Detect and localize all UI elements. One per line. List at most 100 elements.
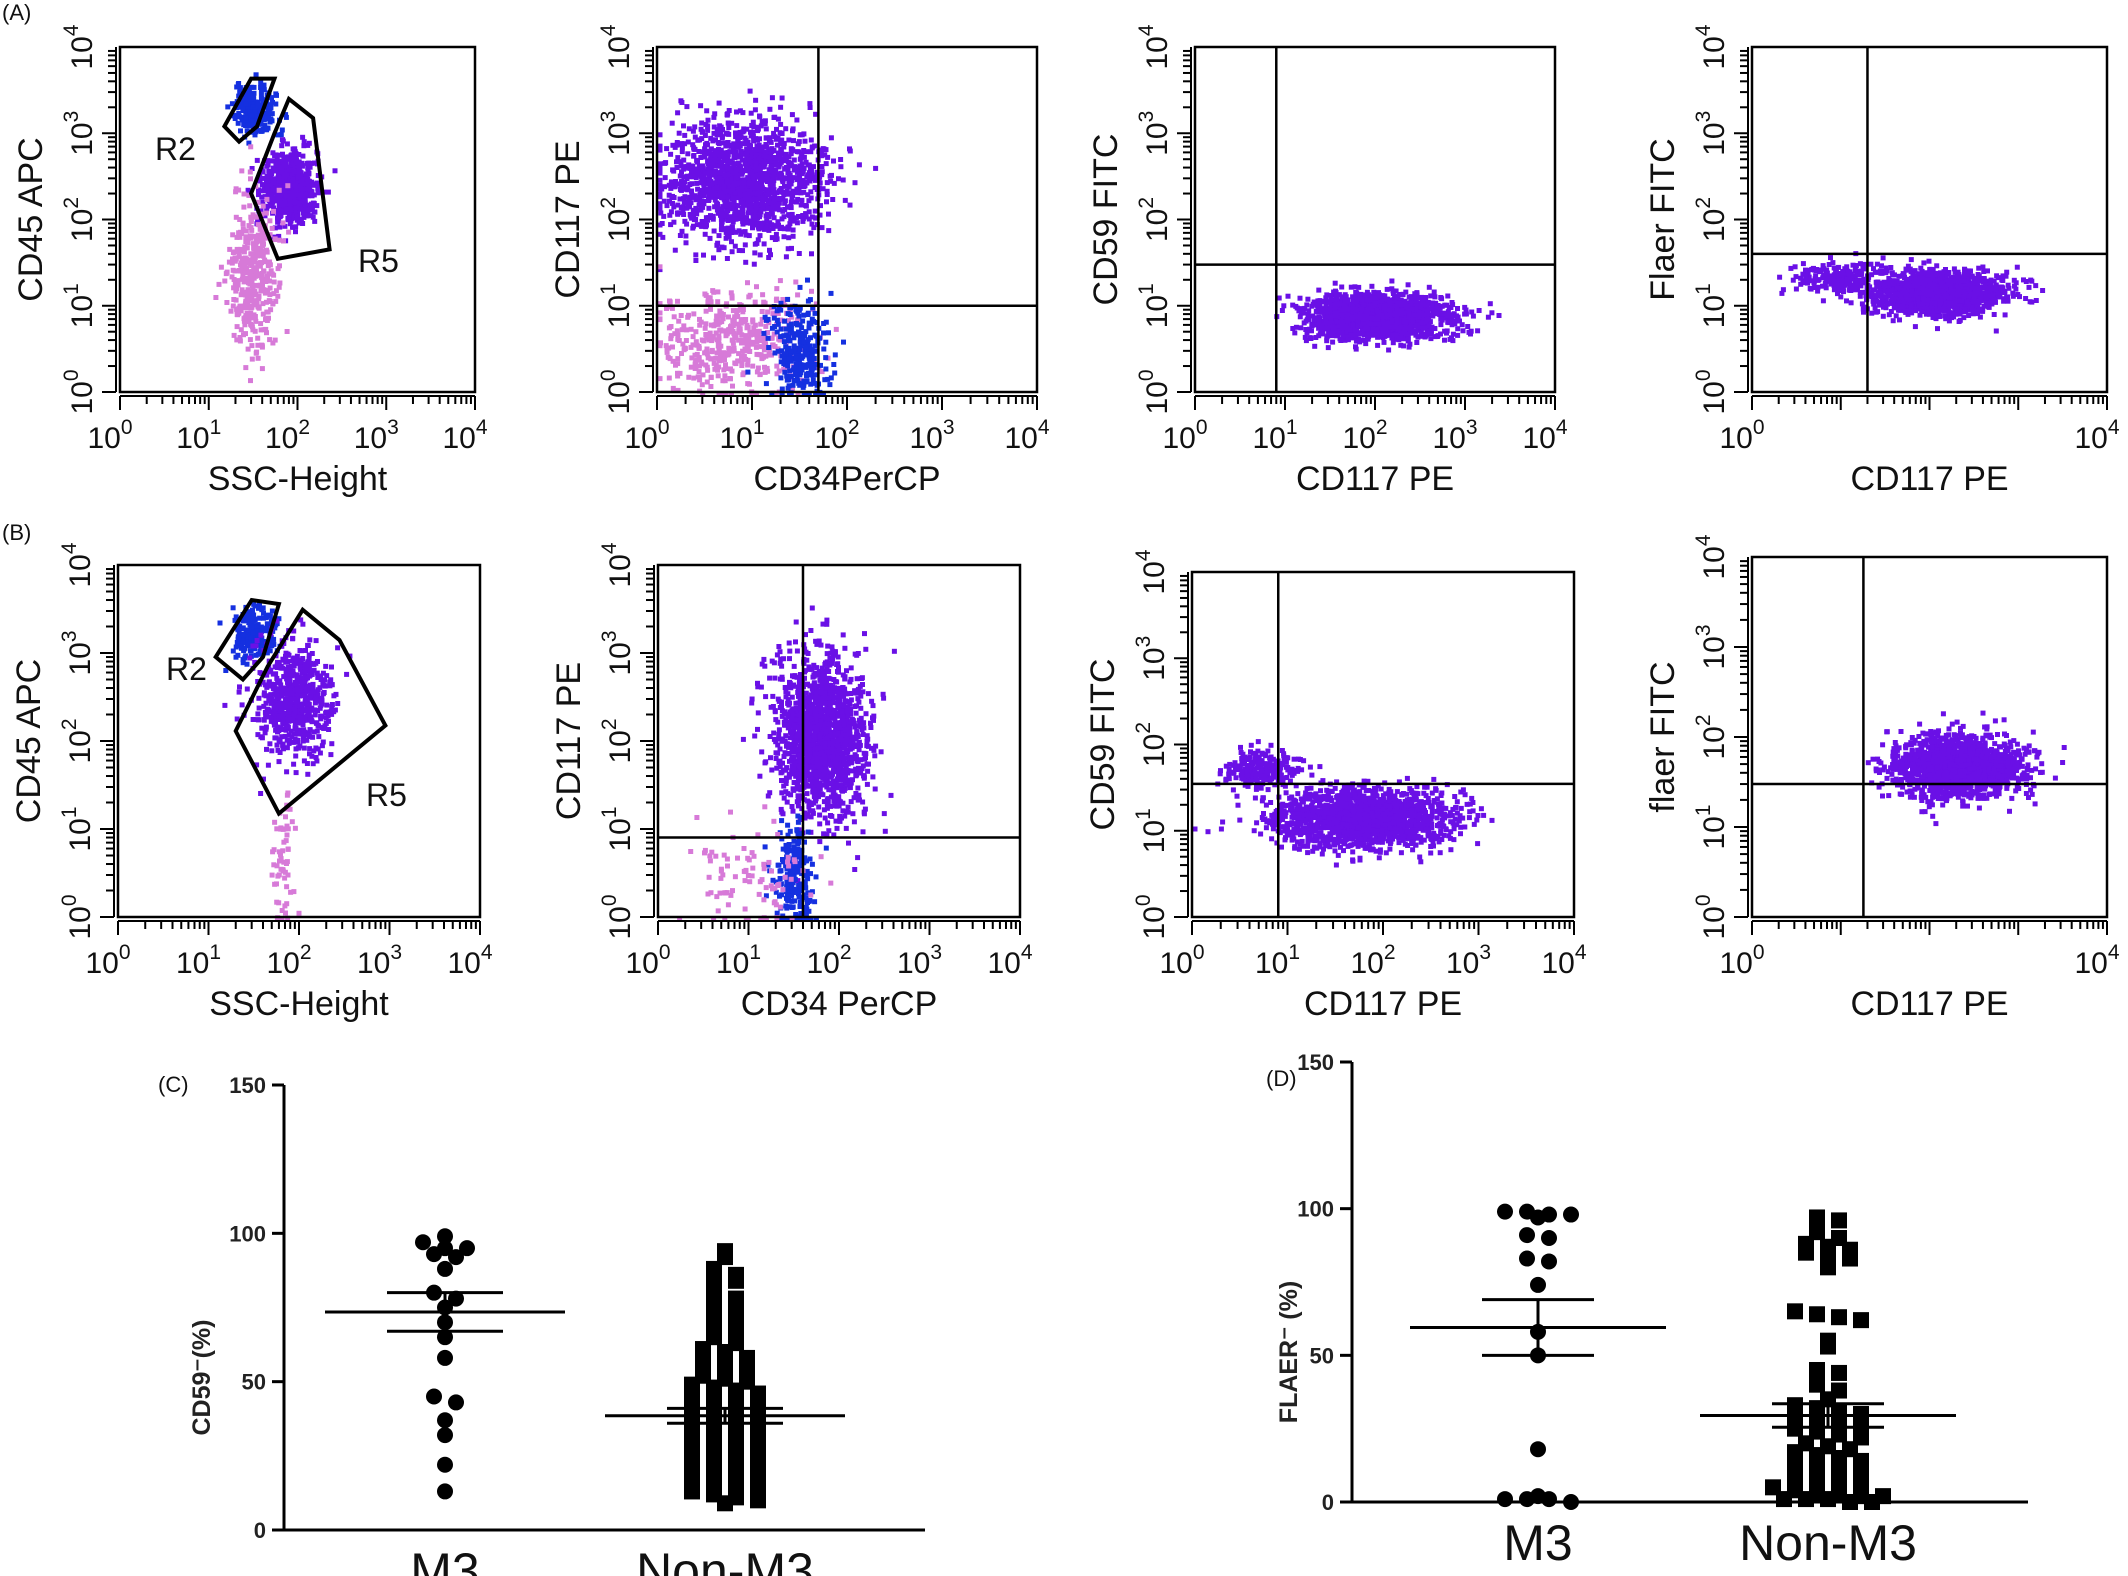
event-r5 bbox=[693, 172, 699, 178]
event-ungated bbox=[244, 276, 250, 281]
event-r5 bbox=[731, 147, 737, 153]
event-ungated bbox=[253, 350, 259, 356]
event-r5 bbox=[747, 205, 753, 211]
event-ungated bbox=[257, 282, 263, 288]
event-r5 bbox=[294, 214, 300, 220]
event-r5 bbox=[680, 208, 686, 214]
event-r2 bbox=[814, 320, 820, 325]
event-r5 bbox=[722, 198, 728, 204]
event-r5 bbox=[675, 211, 681, 217]
event-r5 bbox=[1423, 295, 1429, 300]
event-r2 bbox=[238, 128, 243, 134]
event-ungated bbox=[257, 226, 263, 232]
event-ungated bbox=[773, 311, 778, 317]
event-r5 bbox=[294, 217, 300, 223]
event-r5 bbox=[812, 185, 818, 190]
event-r5 bbox=[714, 127, 720, 133]
event-r5 bbox=[264, 203, 270, 209]
event-r5 bbox=[725, 172, 731, 178]
event-ungated bbox=[269, 225, 275, 231]
event-r5 bbox=[767, 247, 772, 253]
event-ungated bbox=[657, 301, 663, 307]
event-r5 bbox=[661, 198, 667, 204]
event-r5 bbox=[773, 231, 779, 237]
event-r2 bbox=[247, 93, 253, 98]
event-ungated bbox=[780, 297, 786, 302]
event-ungated bbox=[736, 328, 742, 334]
event-r5 bbox=[682, 186, 688, 192]
event-ungated bbox=[244, 245, 250, 251]
event-r5 bbox=[806, 209, 812, 215]
event-r2 bbox=[798, 370, 804, 376]
event-r5 bbox=[740, 129, 746, 135]
event-ungated bbox=[736, 337, 742, 343]
event-r5 bbox=[800, 216, 806, 222]
event-ungated bbox=[268, 268, 274, 274]
event-ungated bbox=[247, 337, 253, 343]
event-r5 bbox=[711, 228, 717, 234]
event-r5 bbox=[743, 157, 749, 163]
event-r5 bbox=[245, 187, 251, 193]
event-r2 bbox=[259, 96, 264, 102]
event-r5 bbox=[278, 213, 284, 218]
event-r5 bbox=[735, 210, 741, 215]
x-axis-label: SSC-Height bbox=[208, 460, 388, 498]
event-ungated bbox=[664, 306, 669, 311]
event-r5 bbox=[771, 215, 777, 221]
event-r5 bbox=[755, 181, 761, 187]
event-ungated bbox=[243, 234, 249, 240]
event-r2 bbox=[792, 372, 798, 377]
y-tick-label: 100 bbox=[597, 369, 636, 414]
event-r5 bbox=[747, 159, 753, 165]
event-r5 bbox=[710, 160, 716, 166]
event-r5 bbox=[753, 160, 759, 166]
event-ungated bbox=[675, 356, 681, 362]
event-r5 bbox=[1350, 294, 1356, 300]
event-r5 bbox=[799, 197, 805, 203]
x-tick-base: 10 bbox=[265, 422, 298, 455]
event-r5 bbox=[744, 126, 750, 132]
event-r5 bbox=[269, 196, 274, 202]
event-r5 bbox=[668, 185, 674, 191]
event-r5 bbox=[293, 168, 299, 174]
y-tick-label: 104 bbox=[60, 24, 99, 69]
event-ungated bbox=[242, 322, 248, 328]
event-r5 bbox=[1316, 287, 1322, 293]
event-r5 bbox=[699, 176, 705, 181]
event-ungated bbox=[752, 299, 758, 305]
x-tick-base: 10 bbox=[1004, 422, 1037, 455]
event-r5 bbox=[716, 100, 722, 106]
event-r5 bbox=[807, 101, 813, 107]
event-ungated bbox=[260, 237, 266, 242]
event-r2 bbox=[255, 99, 261, 105]
event-r5 bbox=[773, 162, 779, 167]
event-r5 bbox=[808, 230, 814, 236]
event-ungated bbox=[769, 352, 774, 358]
event-r2 bbox=[821, 346, 827, 352]
event-r5 bbox=[1375, 342, 1381, 348]
event-r5 bbox=[1279, 308, 1285, 313]
event-r2 bbox=[283, 114, 289, 120]
event-r5 bbox=[792, 164, 797, 170]
event-r5 bbox=[1476, 308, 1482, 313]
event-r5 bbox=[676, 130, 682, 136]
event-ungated bbox=[271, 279, 277, 285]
event-r5 bbox=[672, 144, 678, 150]
event-ungated bbox=[699, 337, 705, 343]
event-ungated bbox=[250, 259, 256, 265]
x-tick-exponent: 1 bbox=[210, 416, 222, 439]
event-r5 bbox=[768, 200, 774, 206]
event-ungated bbox=[265, 273, 270, 279]
event-r5 bbox=[817, 212, 823, 218]
event-r5 bbox=[703, 122, 709, 127]
event-r5 bbox=[753, 97, 759, 103]
event-ungated bbox=[729, 391, 734, 397]
event-r5 bbox=[1431, 289, 1437, 295]
event-r5 bbox=[740, 193, 746, 199]
event-ungated bbox=[730, 338, 736, 344]
event-ungated bbox=[234, 337, 240, 343]
event-r5 bbox=[1293, 324, 1299, 330]
event-ungated bbox=[249, 227, 255, 233]
event-ungated bbox=[739, 361, 745, 367]
event-r2 bbox=[766, 345, 772, 350]
